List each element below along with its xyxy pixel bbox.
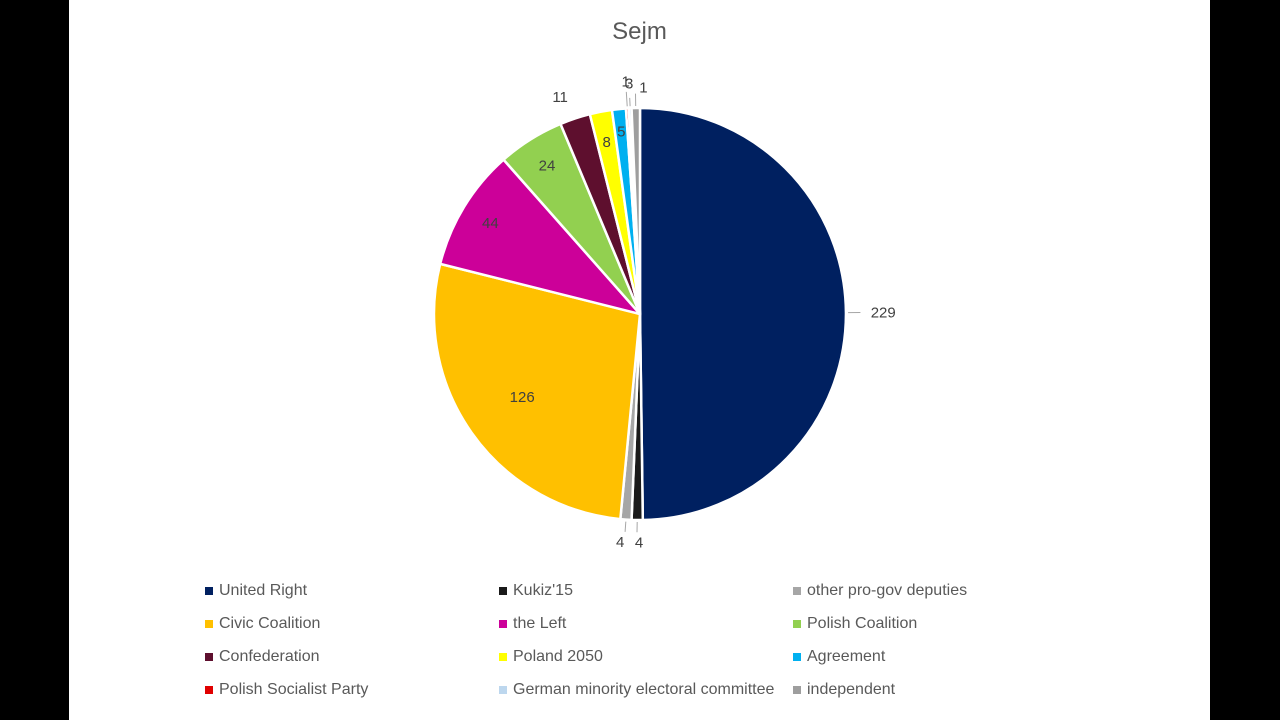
legend-swatch — [205, 653, 213, 661]
legend-item-independent: independent — [793, 679, 1085, 701]
chart-panel: Sejm 229 4 4 126 44 24 11 8 5 1 1 3 United Right Kuk… — [69, 0, 1210, 720]
legend-item-agreement: Agreement — [793, 646, 1085, 668]
legend-swatch — [793, 686, 801, 694]
data-label-the-left: 44 — [482, 215, 499, 232]
legend-label: United Right — [219, 582, 308, 599]
legend-item-german-minority-electoral-committee: German minority electoral committee — [499, 679, 793, 701]
legend-swatch — [793, 620, 801, 628]
data-label-kukiz-15: 4 — [635, 535, 643, 552]
legend-swatch — [793, 587, 801, 595]
data-label-civic-coalition: 126 — [510, 389, 535, 406]
legend-item-kukiz-15: Kukiz'15 — [499, 580, 793, 602]
chart-legend: United Right Kukiz'15 other pro-gov deputi… — [205, 580, 1085, 701]
pie-slice-independent — [630, 106, 642, 316]
legend-label: Kukiz'15 — [513, 582, 573, 599]
legend-item-united-right: United Right — [205, 580, 499, 602]
legend-item-poland-2050: Poland 2050 — [499, 646, 793, 668]
legend-swatch — [499, 620, 507, 628]
legend-swatch — [205, 686, 213, 694]
legend-label: other pro-gov deputies — [807, 582, 968, 599]
data-label-other-pro-gov-deputies: 4 — [616, 534, 624, 551]
legend-label: Agreement — [807, 648, 886, 665]
data-label-independent: 3 — [625, 75, 633, 92]
legend-item-confederation: Confederation — [205, 646, 499, 668]
legend-swatch — [205, 620, 213, 628]
pie-slice-civic-coalition — [432, 262, 642, 521]
chart-title: Sejm — [612, 18, 667, 45]
legend-label: Poland 2050 — [513, 648, 603, 665]
legend-swatch — [499, 686, 507, 694]
pie-slice-the-left — [438, 158, 642, 316]
data-label-polish-socialist-party: 1 — [622, 74, 630, 91]
leader-line-polish-socialist-party — [625, 91, 628, 107]
data-label-poland-2050: 8 — [603, 134, 611, 151]
data-label-confederation: 11 — [552, 89, 568, 106]
legend-swatch — [205, 587, 213, 595]
legend-item-civic-coalition: Civic Coalition — [205, 613, 499, 635]
legend-label: German minority electoral committee — [513, 681, 775, 698]
leader-line-other-pro-gov-deputies — [624, 521, 627, 532]
pie-slice-united-right — [638, 106, 848, 522]
legend-swatch — [499, 587, 507, 595]
legend-label: Polish Socialist Party — [219, 681, 369, 698]
legend-item-polish-coalition: Polish Coalition — [793, 613, 1085, 635]
legend-label: Civic Coalition — [219, 615, 321, 632]
legend-label: Polish Coalition — [807, 615, 918, 632]
legend-item-the-left: the Left — [499, 613, 793, 635]
data-label-german-minority-electoral-committee: 1 — [639, 80, 647, 97]
legend-swatch — [499, 653, 507, 661]
legend-item-other-pro-gov-deputies: other pro-gov deputies — [793, 580, 1085, 602]
legend-label: Confederation — [219, 648, 320, 665]
legend-item-polish-socialist-party: Polish Socialist Party — [205, 679, 499, 701]
legend-label: independent — [807, 681, 896, 698]
data-label-polish-coalition: 24 — [539, 158, 556, 175]
legend-swatch — [793, 653, 801, 661]
data-label-united-right: 229 — [871, 304, 896, 321]
legend-label: the Left — [513, 615, 567, 632]
data-label-agreement: 5 — [617, 124, 625, 141]
